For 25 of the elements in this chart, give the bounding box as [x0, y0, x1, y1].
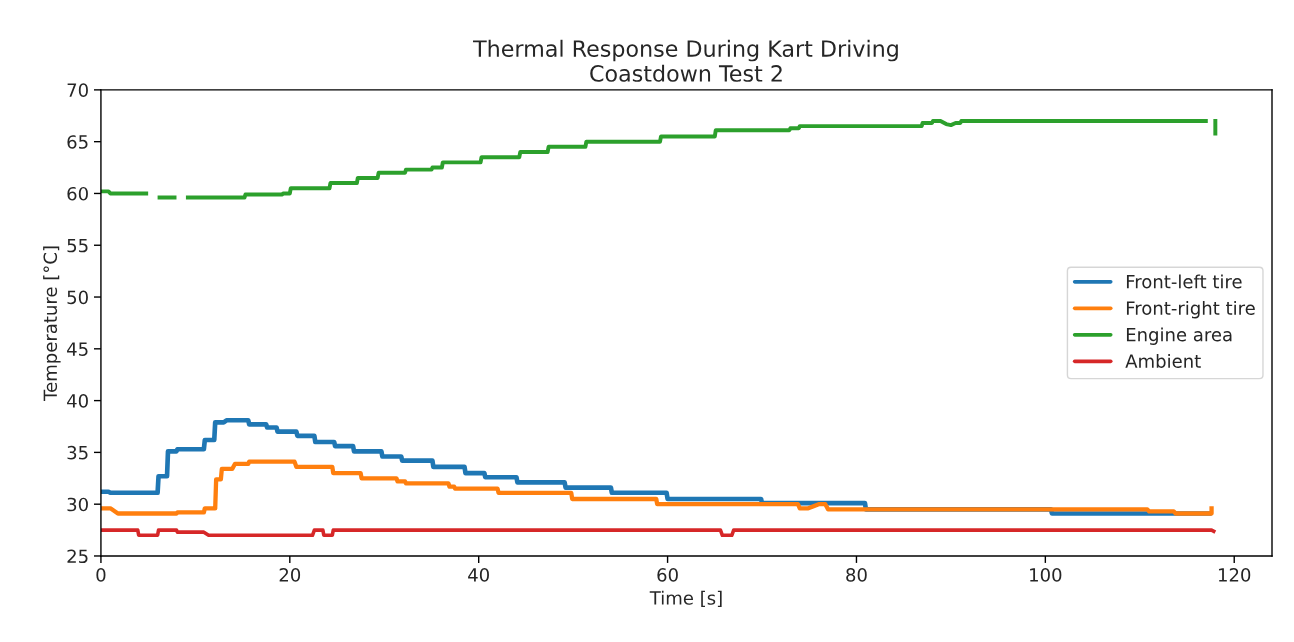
y-tick-label: 55 [67, 238, 88, 253]
y-tick-label: 70 [67, 83, 88, 97]
y-axis-title: Temperature [°C] [43, 246, 61, 401]
x-tick-label: 20 [279, 568, 301, 582]
y-tick-label: 45 [67, 342, 88, 356]
y-tick-label: 65 [67, 135, 88, 149]
x-tick-label: 60 [657, 568, 678, 582]
x-tick-label: 0 [96, 568, 106, 582]
chart-title: Thermal Response During Kart Driving Coastdown Test 2 [473, 39, 898, 82]
x-tick-label: 40 [468, 568, 489, 582]
legend-label: Engine area [1126, 327, 1232, 345]
y-tick-label: 60 [67, 186, 88, 201]
y-tick-label: 50 [67, 290, 88, 305]
legend-label: Front-right tire [1126, 300, 1255, 319]
x-tick-label: 80 [846, 568, 867, 582]
line-series [100, 459, 1214, 516]
x-tick-label: 120 [1218, 568, 1251, 582]
legend-label: Front-left tire [1126, 274, 1242, 289]
x-axis-title: Time [s] [649, 590, 722, 607]
y-tick-label: 40 [67, 394, 88, 408]
y-tick-label: 25 [67, 549, 88, 564]
y-tick-label: 35 [67, 445, 88, 460]
legend-label: Ambient [1125, 353, 1201, 368]
x-tick-label: 100 [1030, 568, 1062, 582]
y-tick-label: 30 [67, 497, 88, 512]
